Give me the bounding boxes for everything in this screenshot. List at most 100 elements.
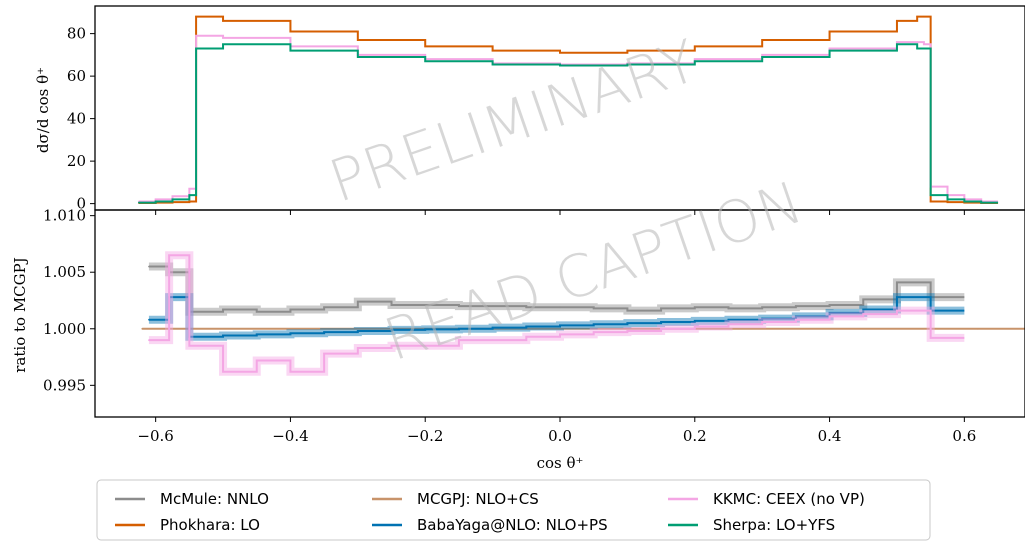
ratio-point-babayaga-nlo-nlo-ps	[660, 321, 662, 323]
ratio-point-kkmc-ceex-no-vp	[168, 254, 170, 257]
ratio-point-kkmc-ceex-no-vp	[525, 335, 528, 338]
legend-entry-phokhara: Phokhara: LO	[115, 516, 260, 534]
legend-frame	[96, 479, 931, 541]
top-ylabel: dσ/d cos θ⁺	[34, 67, 52, 153]
ratio-point-mcmule-nnlo	[896, 281, 898, 284]
ratio-point-babayaga-nlo-nlo-ps	[222, 334, 224, 337]
legend-label-phokhara: Phokhara: LO	[160, 516, 260, 534]
top-point-sherpa-lo-yfs	[946, 198, 949, 201]
top-ytick-label: 80	[67, 25, 86, 43]
legend-entry-sherpa: Sherpa: LO+YFS	[668, 516, 835, 534]
ratio-ytick-label: 1.010	[43, 207, 86, 225]
ratio-ytick-label: 0.995	[43, 376, 86, 394]
ratio-series-layer	[141, 251, 1025, 376]
ratio-point-babayaga-nlo-nlo-ps	[289, 332, 292, 335]
ratio-point-kkmc-ceex-no-vp	[188, 344, 191, 347]
ratio-point-babayaga-nlo-nlo-ps	[458, 327, 460, 330]
ratio-point-kkmc-ceex-no-vp	[592, 331, 595, 333]
ratio-point-babayaga-nlo-nlo-ps	[761, 317, 763, 320]
top-point-kkmc-ceex-no-vp	[761, 54, 763, 56]
ratio-panel: 0.995 1.000 1.005 1.010 −0.6 −0.4 −0.2 0.0 0.2 0.…	[43, 207, 1025, 445]
legend-label-mcmule: McMule: NNLO	[160, 490, 269, 508]
top-point-phokhara-lo	[424, 45, 427, 48]
ratio-point-mcmule-nnlo	[828, 304, 831, 306]
top-point-phokhara-lo	[916, 15, 918, 18]
ratio-point-mcgpj-nlo-cs	[977, 327, 979, 330]
ratio-point-mcmule-nnlo	[491, 305, 494, 307]
top-point-sherpa-lo-yfs	[289, 49, 292, 52]
top-point-kkmc-ceex-no-vp	[923, 43, 925, 46]
ratio-point-kkmc-ceex-no-vp	[862, 313, 865, 315]
watermark-read-caption: READ CAPTION	[376, 168, 811, 374]
top-point-sherpa-lo-yfs	[222, 43, 224, 46]
ratio-point-mcmule-nnlo	[660, 307, 662, 310]
ratio-point-mcmule-nnlo	[222, 308, 224, 311]
ratio-point-mcmule-nnlo	[323, 306, 325, 309]
top-point-sherpa-lo-yfs	[761, 56, 763, 58]
ratio-ytick-label: 1.000	[43, 320, 86, 338]
top-point-sherpa-lo-yfs	[626, 63, 629, 66]
ratio-point-mcmule-nnlo	[148, 265, 150, 268]
legend-entry-mcgpj: MCGPJ: NLO+CS	[372, 490, 539, 508]
top-point-sherpa-lo-yfs	[980, 201, 982, 204]
legend: McMule: NNLO Phokhara: LO MCGPJ: NLO+CS …	[96, 479, 931, 541]
ratio-point-mcmule-nnlo	[559, 306, 561, 309]
legend-label-babayaga: BabaYaga@NLO: NLO+PS	[417, 516, 608, 534]
ratio-point-kkmc-ceex-no-vp	[289, 370, 292, 373]
top-point-kkmc-ceex-no-vp	[171, 195, 174, 197]
top-point-sherpa-lo-yfs	[896, 43, 898, 46]
ratio-point-babayaga-nlo-nlo-ps	[592, 323, 595, 326]
top-point-phokhara-lo	[195, 15, 197, 18]
ratio-point-kkmc-ceex-no-vp	[458, 339, 460, 341]
top-point-phokhara-lo	[923, 15, 925, 18]
top-point-phokhara-lo	[626, 49, 629, 52]
ratio-point-babayaga-nlo-nlo-ps	[626, 322, 629, 324]
ratio-point-mcmule-nnlo	[795, 305, 797, 307]
ratio-point-babayaga-nlo-nlo-ps	[896, 296, 898, 298]
top-point-sherpa-lo-yfs	[138, 201, 140, 204]
ratio-point-kkmc-ceex-no-vp	[626, 330, 629, 332]
top-point-phokhara-lo	[693, 45, 696, 48]
top-point-sherpa-lo-yfs	[424, 60, 427, 63]
ratio-point-babayaga-nlo-nlo-ps	[727, 318, 730, 321]
ratio-point-mcmule-nnlo	[761, 306, 763, 309]
top-point-phokhara-lo	[761, 39, 763, 41]
ratio-point-mcmule-nnlo	[458, 305, 460, 307]
ratio-xtick-label: −0.2	[407, 427, 443, 445]
ratio-point-kkmc-ceex-no-vp	[491, 339, 494, 341]
legend-entry-babayaga: BabaYaga@NLO: NLO+PS	[372, 516, 608, 534]
top-point-sherpa-lo-yfs	[923, 47, 925, 50]
ratio-point-babayaga-nlo-nlo-ps	[148, 318, 150, 321]
top-point-sherpa-lo-yfs	[963, 200, 966, 203]
ratio-xtick-label: 0.6	[952, 427, 976, 445]
ratio-point-babayaga-nlo-nlo-ps	[862, 308, 865, 311]
ratio-point-kkmc-ceex-no-vp	[255, 359, 258, 362]
ratio-point-babayaga-nlo-nlo-ps	[323, 331, 325, 333]
legend-label-mcgpj: MCGPJ: NLO+CS	[417, 490, 539, 508]
top-point-sherpa-lo-yfs	[916, 47, 918, 50]
ratio-point-babayaga-nlo-nlo-ps	[390, 329, 393, 331]
top-point-phokhara-lo	[188, 200, 191, 203]
legend-entry-mcmule: McMule: NNLO	[115, 490, 269, 508]
top-point-sherpa-lo-yfs	[828, 49, 831, 52]
legend-entry-kkmc: KKMC: CEEX (no VP)	[668, 490, 865, 508]
ratio-point-mcmule-nnlo	[357, 300, 359, 303]
ratio-point-mcmule-nnlo	[525, 306, 528, 309]
ratio-point-babayaga-nlo-nlo-ps	[559, 324, 561, 327]
top-ytick-label: 20	[67, 152, 86, 170]
top-point-phokhara-lo	[929, 200, 932, 203]
ratio-point-kkmc-ceex-no-vp	[148, 339, 150, 341]
top-series-layer	[138, 15, 999, 204]
ratio-point-kkmc-ceex-no-vp	[222, 370, 224, 373]
top-point-sherpa-lo-yfs	[171, 198, 174, 201]
ratio-point-mcmule-nnlo	[862, 298, 865, 301]
top-point-kkmc-ceex-no-vp	[222, 37, 224, 39]
top-point-kkmc-ceex-no-vp	[896, 41, 898, 43]
ratio-point-babayaga-nlo-nlo-ps	[693, 320, 696, 322]
ratio-point-kkmc-ceex-no-vp	[929, 337, 932, 339]
top-point-phokhara-lo	[828, 30, 831, 33]
top-point-kkmc-ceex-no-vp	[828, 47, 831, 50]
top-ytick-label: 60	[67, 67, 86, 85]
ratio-point-kkmc-ceex-no-vp	[761, 321, 763, 323]
top-point-phokhara-lo	[559, 51, 561, 54]
